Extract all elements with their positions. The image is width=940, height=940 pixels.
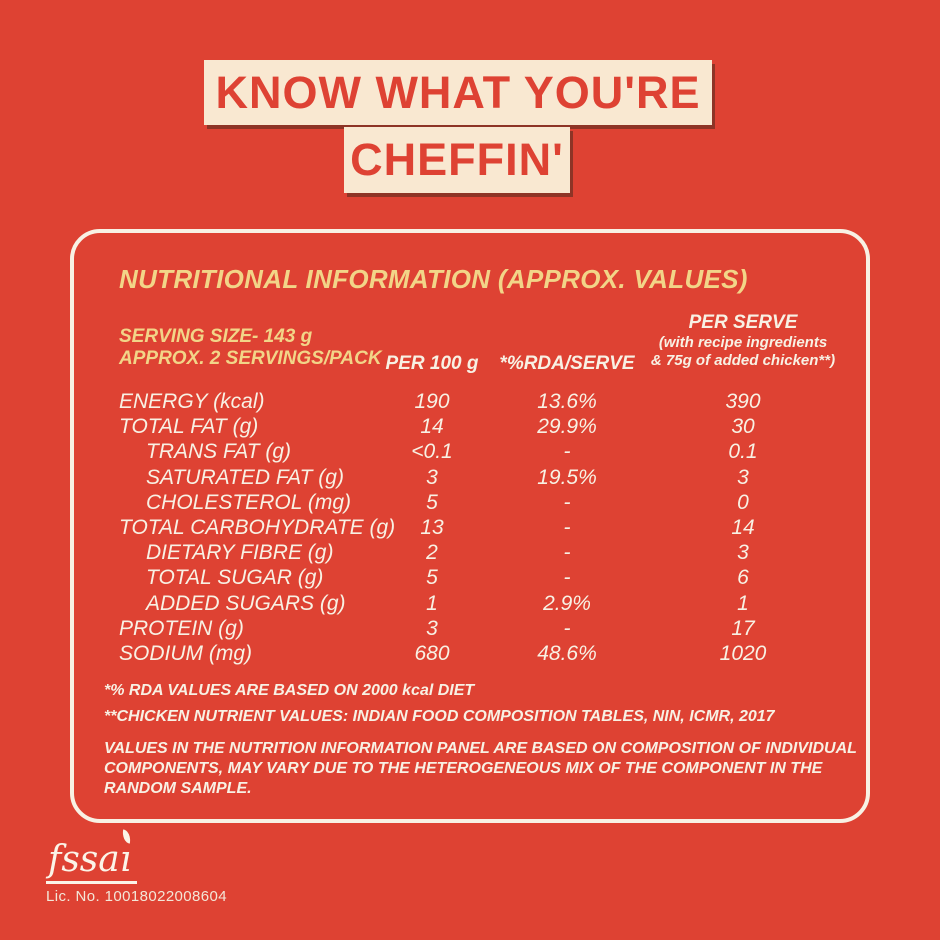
fssai-logo-text: fssa	[48, 839, 120, 880]
table-row-sodium: SODIUM (mg) 680 48.6% 1020	[74, 641, 866, 666]
row-rda-value: -	[563, 440, 571, 464]
row-serve-value: 14	[731, 515, 755, 539]
row-label: SATURATED FAT (g)	[146, 465, 344, 489]
table-row-dietary-fibre: DIETARY FIBRE (g) 2 - 3	[74, 540, 866, 565]
fssai-dotless-i: ı	[119, 839, 132, 880]
row-serve-value: 17	[731, 616, 755, 640]
servings-per-pack: APPROX. 2 SERVINGS/PACK	[119, 348, 382, 369]
table-row-cholesterol: CHOLESTEROL (mg) 5 - 0	[74, 490, 866, 515]
title-text-line2: CHEFFIN'	[350, 134, 564, 185]
row-serve-value: 0.1	[728, 440, 758, 464]
row-rda-value: 48.6%	[537, 641, 597, 665]
column-header-per-serve: PER SERVE (with recipe ingredients & 75g…	[618, 312, 868, 369]
row-label: TOTAL FAT (g)	[119, 415, 259, 439]
title-banner-line2: CHEFFIN'	[344, 127, 570, 193]
row-label: ADDED SUGARS (g)	[146, 591, 346, 615]
row-serve-value: 30	[731, 415, 755, 439]
row-per100-value: 2	[426, 541, 438, 565]
per-serve-subtitle-2: & 75g of added chicken**)	[650, 351, 836, 369]
row-label: ENERGY (kcal)	[119, 390, 265, 413]
row-label: TRANS FAT (g)	[146, 440, 292, 464]
values-disclaimer: VALUES IN THE NUTRITION INFORMATION PANE…	[104, 740, 857, 797]
row-rda-value: -	[563, 566, 571, 590]
chicken-footnote: **CHICKEN NUTRIENT VALUES: INDIAN FOOD C…	[104, 708, 775, 725]
row-rda-value: 29.9%	[537, 415, 597, 439]
row-per100-value: 1	[426, 591, 438, 615]
table-row-protein: PROTEIN (g) 3 - 17	[74, 616, 866, 641]
row-label: CHOLESTEROL (mg)	[146, 490, 351, 514]
row-per100-value: 14	[420, 415, 444, 439]
row-rda-value: -	[563, 616, 571, 640]
row-per100-value: 5	[426, 566, 438, 590]
row-label: TOTAL SUGAR (g)	[146, 566, 324, 590]
per-serve-title: PER SERVE	[688, 312, 798, 333]
row-label: SODIUM (mg)	[119, 641, 252, 665]
row-rda-value: -	[563, 490, 571, 514]
table-row-total-fat: TOTAL FAT (g) 14 29.9% 30	[74, 414, 866, 439]
serving-info: SERVING SIZE- 143 g APPROX. 2 SERVINGS/P…	[119, 326, 382, 370]
row-serve-value: 1020	[719, 641, 767, 665]
row-rda-value: 2.9%	[543, 591, 591, 615]
table-row-saturated-fat: SATURATED FAT (g) 3 19.5% 3	[74, 465, 866, 490]
row-serve-value: 0	[737, 490, 749, 514]
nutrition-panel: NUTRITIONAL INFORMATION (APPROX. VALUES)…	[70, 229, 870, 823]
title-banner-line1: KNOW WHAT YOU'RE	[204, 60, 712, 125]
row-serve-value: 1	[737, 591, 749, 615]
table-row-energy: ENERGY (kcal) 190 13.6% 390	[74, 389, 866, 414]
fssai-logo: fssaı	[46, 829, 138, 884]
table-row-total-carbohydrate: TOTAL CARBOHYDRATE (g) 13 - 14	[74, 515, 866, 540]
nutrition-table: ENERGY (kcal) 190 13.6% 390 TOTAL FAT (g…	[74, 389, 866, 666]
per-serve-subtitle-1: (with recipe ingredients	[658, 334, 828, 351]
row-per100-value: 13	[420, 515, 444, 539]
title-text-line1: KNOW WHAT YOU'RE	[215, 66, 701, 118]
column-header-per-100g: PER 100 g	[385, 353, 479, 374]
column-header-rda-serve: *%RDA/SERVE	[499, 353, 635, 374]
row-per100-value: 680	[414, 641, 450, 665]
row-rda-value: 13.6%	[537, 390, 597, 413]
nutrition-heading: NUTRITIONAL INFORMATION (APPROX. VALUES)	[119, 264, 748, 294]
rda-footnote: *% RDA VALUES ARE BASED ON 2000 kcal DIE…	[104, 682, 475, 699]
row-per100-value: <0.1	[411, 440, 453, 464]
row-per100-value: 3	[426, 616, 438, 640]
row-serve-value: 390	[725, 390, 761, 413]
row-per100-value: 5	[426, 490, 438, 514]
row-per100-value: 3	[426, 465, 438, 489]
fssai-logo-i: ı	[119, 829, 132, 880]
row-serve-value: 6	[737, 566, 749, 590]
serving-size: SERVING SIZE- 143 g	[119, 326, 313, 347]
row-rda-value: -	[563, 541, 571, 565]
row-rda-value: 19.5%	[537, 465, 597, 489]
row-serve-value: 3	[737, 541, 749, 565]
row-label: DIETARY FIBRE (g)	[146, 541, 334, 565]
row-rda-value: -	[563, 515, 571, 539]
row-per100-value: 190	[414, 390, 450, 413]
row-serve-value: 3	[737, 465, 749, 489]
row-label: PROTEIN (g)	[119, 616, 244, 640]
table-row-total-sugar: TOTAL SUGAR (g) 5 - 6	[74, 565, 866, 590]
fssai-license-block: fssaı Lic. No. 10018022008604	[46, 829, 228, 905]
table-row-trans-fat: TRANS FAT (g) <0.1 - 0.1	[74, 439, 866, 464]
row-label: TOTAL CARBOHYDRATE (g)	[119, 515, 396, 539]
license-number: Lic. No. 10018022008604	[46, 888, 228, 905]
table-row-added-sugars: ADDED SUGARS (g) 1 2.9% 1	[74, 591, 866, 616]
